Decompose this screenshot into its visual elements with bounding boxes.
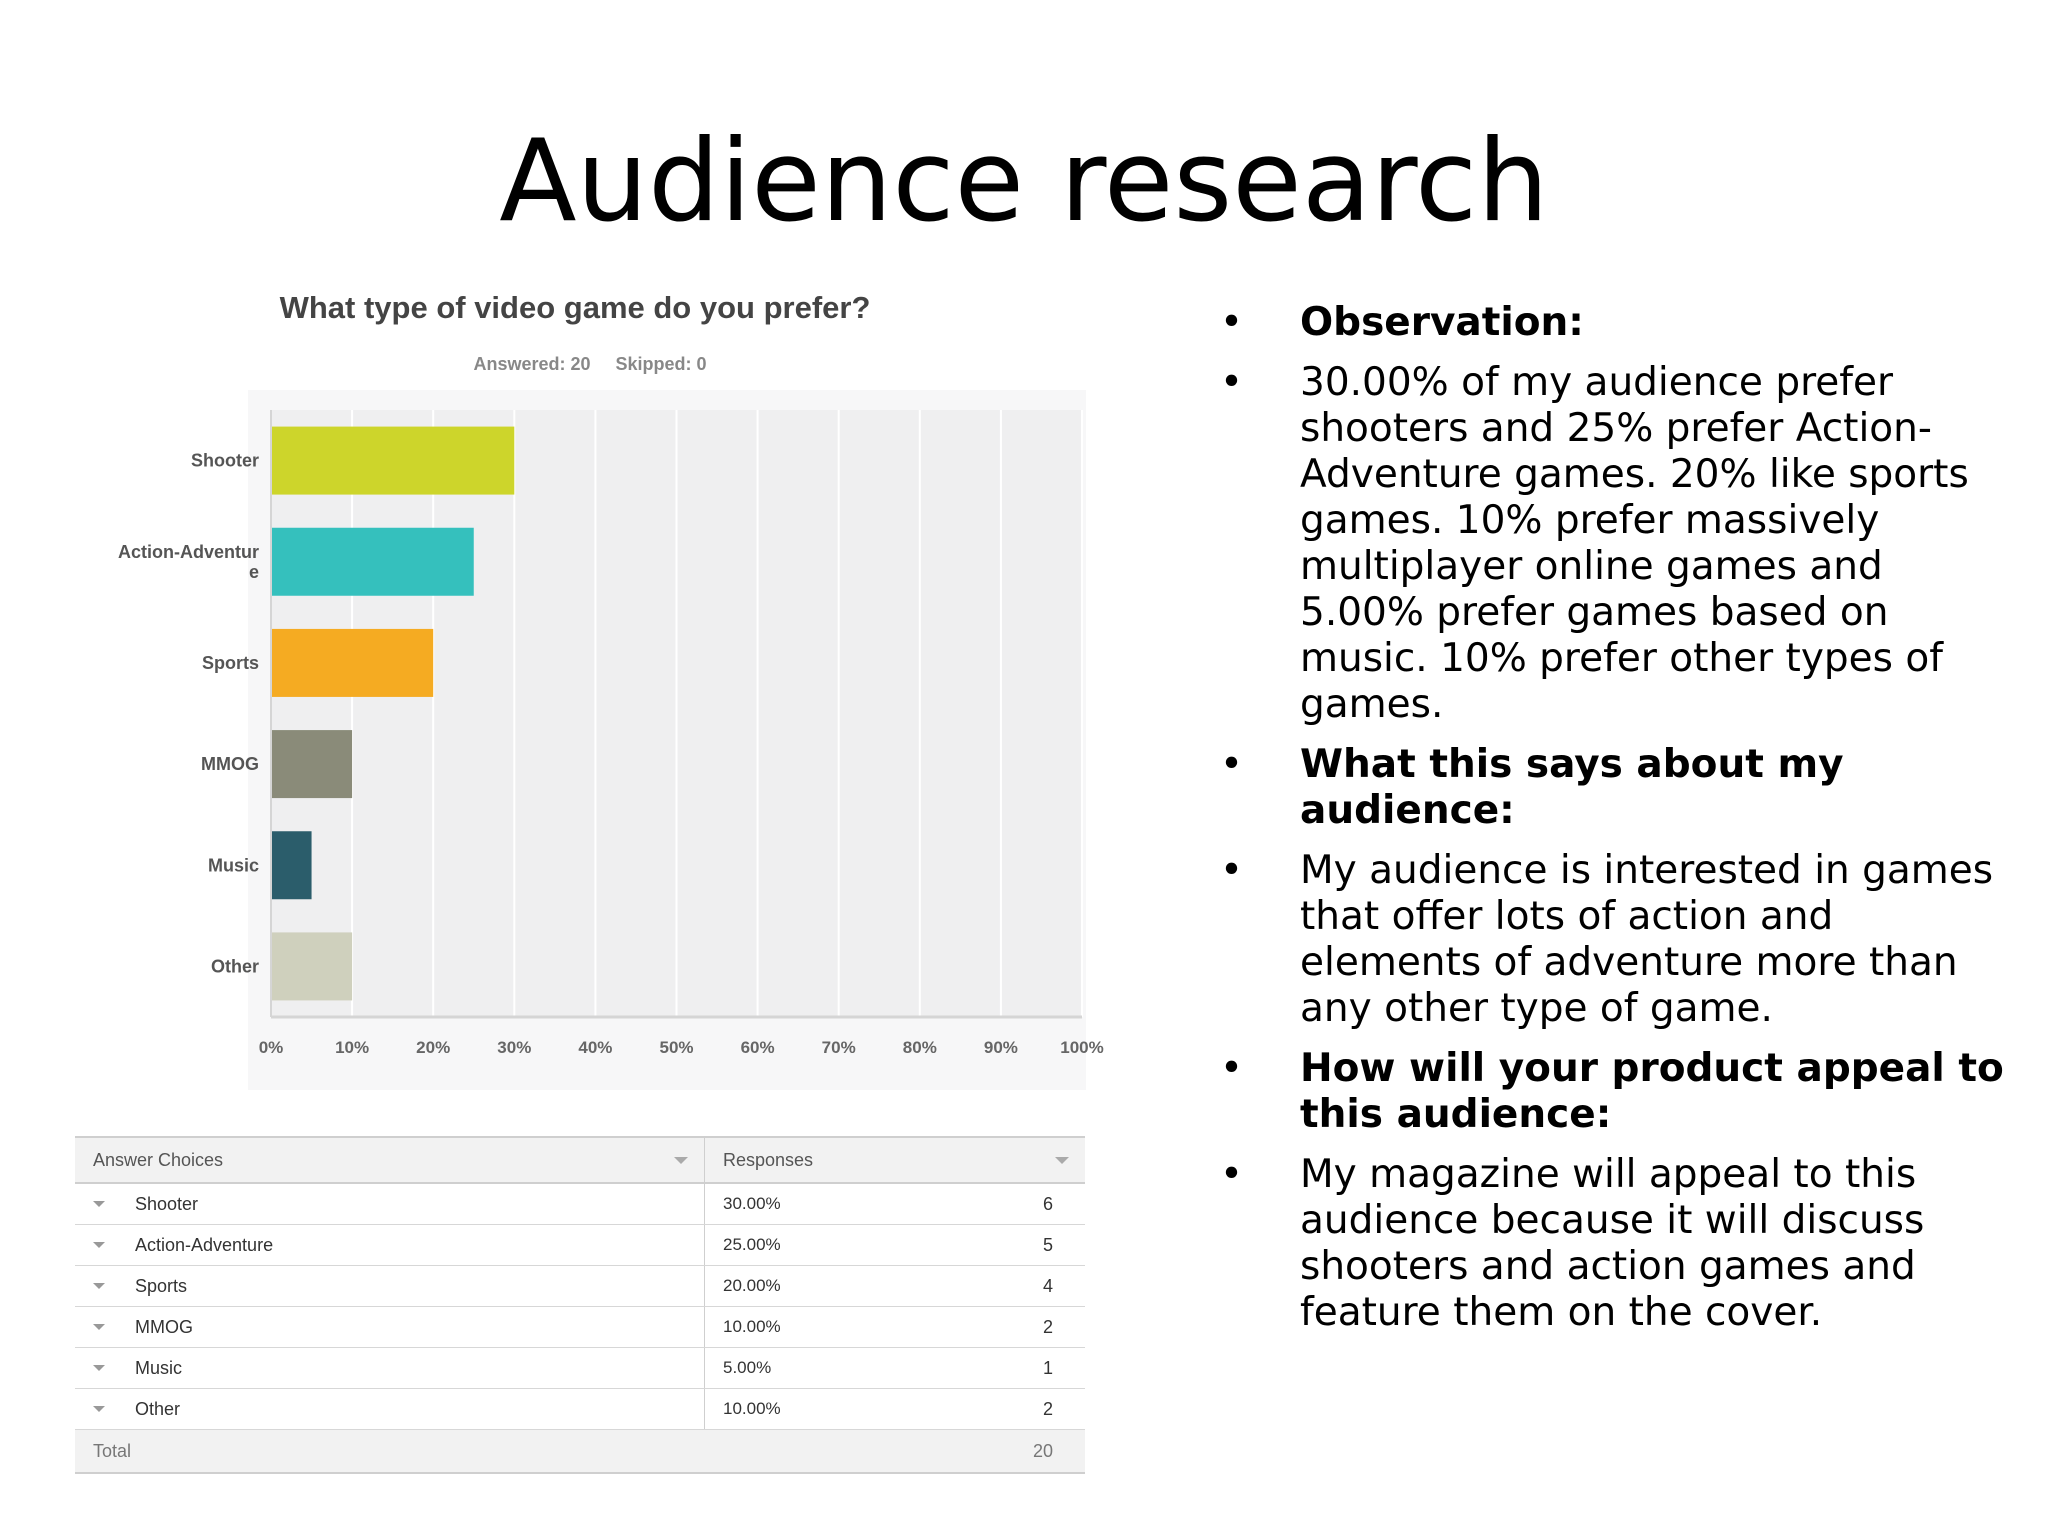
category-label: Music bbox=[208, 855, 259, 875]
x-tick-label: 90% bbox=[984, 1038, 1018, 1057]
row-count: 5 bbox=[1042, 1234, 1053, 1255]
bar bbox=[272, 628, 434, 697]
category-label: Sports bbox=[202, 653, 259, 673]
bullet-text: How will your product appeal to this aud… bbox=[1300, 1046, 2004, 1137]
bar bbox=[272, 831, 312, 900]
bullet-item: • My magazine will appeal to this audienc… bbox=[1218, 1152, 2018, 1336]
bullet-dot: • bbox=[1220, 300, 1244, 345]
category-label: Action-Adventur bbox=[118, 542, 259, 562]
sort-choices-icon[interactable] bbox=[674, 1156, 688, 1164]
x-tick-label: 30% bbox=[497, 1038, 531, 1057]
bullet-item: • 30.00% of my audience prefer shooters a… bbox=[1218, 360, 2018, 728]
expand-row-icon[interactable] bbox=[93, 1201, 105, 1207]
chart-meta: Answered: 20 Skipped: 0 bbox=[400, 354, 780, 375]
row-count: 4 bbox=[1042, 1275, 1053, 1296]
row-percent: 30.00% bbox=[723, 1194, 781, 1213]
sort-responses-icon[interactable] bbox=[1055, 1156, 1069, 1164]
bar bbox=[272, 426, 515, 495]
table-body: Shooter 30.00% 6 Action-Adventure 25.00% 5 Spo… bbox=[75, 1184, 1085, 1430]
expand-row-icon[interactable] bbox=[93, 1365, 105, 1371]
row-percent: 10.00% bbox=[723, 1317, 781, 1336]
category-label: MMOG bbox=[201, 754, 259, 774]
row-percent: 10.00% bbox=[723, 1399, 781, 1418]
table-row[interactable]: Sports 20.00% 4 bbox=[75, 1266, 1085, 1307]
category-label: Other bbox=[211, 956, 259, 976]
header-responses: Responses bbox=[723, 1149, 814, 1170]
row-percent: 20.00% bbox=[723, 1276, 781, 1295]
skipped-count: Skipped: 0 bbox=[615, 354, 707, 374]
table-row[interactable]: Other 10.00% 2 bbox=[75, 1389, 1085, 1430]
row-choice: Action-Adventure bbox=[135, 1234, 274, 1255]
table-row[interactable]: MMOG 10.00% 2 bbox=[75, 1307, 1085, 1348]
bullet-item: • Observation: bbox=[1218, 300, 2018, 346]
x-tick-label: 0% bbox=[259, 1038, 284, 1057]
bullet-dot: • bbox=[1220, 742, 1244, 787]
category-label: Shooter bbox=[191, 451, 259, 471]
bullet-text: My audience is interested in games that … bbox=[1300, 848, 1994, 1031]
answered-count: Answered: 20 bbox=[473, 354, 591, 374]
x-tick-label: 50% bbox=[659, 1038, 693, 1057]
bar bbox=[272, 932, 353, 1001]
table-row[interactable]: Music 5.00% 1 bbox=[75, 1348, 1085, 1389]
x-tick-label: 80% bbox=[903, 1038, 937, 1057]
expand-row-icon[interactable] bbox=[93, 1242, 105, 1248]
responses-table: Answer Choices Responses Shooter 30.00% 6 A… bbox=[75, 1136, 1085, 1474]
bullet-dot: • bbox=[1220, 1046, 1244, 1091]
expand-row-icon[interactable] bbox=[93, 1324, 105, 1330]
bullet-text: What this says about my audience: bbox=[1300, 742, 1844, 833]
row-count: 2 bbox=[1042, 1316, 1053, 1337]
header-answer-choices: Answer Choices bbox=[93, 1149, 224, 1170]
expand-row-icon[interactable] bbox=[93, 1283, 105, 1289]
row-count: 2 bbox=[1042, 1398, 1053, 1419]
category-label: e bbox=[249, 562, 259, 582]
bullet-text: My magazine will appeal to this audience… bbox=[1300, 1152, 1925, 1335]
bullet-dot: • bbox=[1220, 848, 1244, 893]
bullet-item: • What this says about my audience: bbox=[1218, 742, 2018, 834]
bar bbox=[272, 730, 353, 799]
row-percent: 5.00% bbox=[723, 1358, 772, 1377]
row-percent: 25.00% bbox=[723, 1235, 781, 1254]
row-count: 6 bbox=[1042, 1193, 1053, 1214]
row-choice: Sports bbox=[135, 1275, 188, 1296]
x-tick-label: 40% bbox=[578, 1038, 612, 1057]
slide-title: Audience research bbox=[499, 115, 1549, 247]
x-tick-label: 70% bbox=[822, 1038, 856, 1057]
x-tick-label: 100% bbox=[1060, 1038, 1103, 1057]
bullet-dot: • bbox=[1220, 360, 1244, 405]
x-tick-label: 60% bbox=[741, 1038, 775, 1057]
bar bbox=[272, 527, 474, 596]
x-tick-label: 20% bbox=[416, 1038, 450, 1057]
bullet-text: Observation: bbox=[1300, 300, 1584, 345]
table-footer: Total 20 bbox=[75, 1430, 1085, 1474]
total-value: 20 bbox=[1032, 1440, 1053, 1461]
bullet-dot: • bbox=[1220, 1152, 1244, 1197]
bullet-item: • My audience is interested in games that… bbox=[1218, 848, 2018, 1032]
table-row[interactable]: Action-Adventure 25.00% 5 bbox=[75, 1225, 1085, 1266]
row-choice: Shooter bbox=[135, 1193, 199, 1214]
expand-row-icon[interactable] bbox=[93, 1406, 105, 1412]
bullet-text: 30.00% of my audience prefer shooters an… bbox=[1300, 360, 1969, 727]
x-tick-label: 10% bbox=[335, 1038, 369, 1057]
total-label: Total bbox=[93, 1440, 132, 1461]
bar-chart: 0% 10% 20% 30% 40% 50% 60% 70% 80% 90% 100% Shooter… bbox=[118, 410, 1104, 1057]
bullet-item: • How will your product appeal to this au… bbox=[1218, 1046, 2018, 1138]
row-count: 1 bbox=[1042, 1357, 1053, 1378]
row-choice: Music bbox=[135, 1357, 183, 1378]
bullet-list: • Observation: • 30.00% of my audience pref… bbox=[1218, 300, 2018, 1350]
table-row[interactable]: Shooter 30.00% 6 bbox=[75, 1184, 1085, 1225]
row-choice: MMOG bbox=[135, 1316, 193, 1337]
chart-title: What type of video game do you prefer? bbox=[279, 290, 871, 325]
table-header: Answer Choices Responses bbox=[75, 1138, 1085, 1184]
row-choice: Other bbox=[135, 1398, 181, 1419]
